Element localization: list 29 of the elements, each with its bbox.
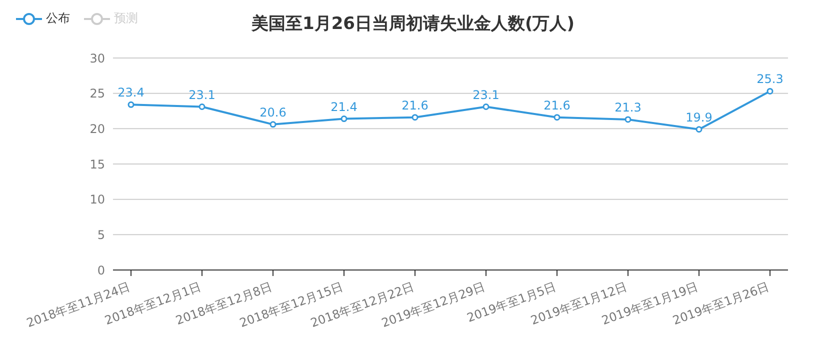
legend-label: 公布: [45, 10, 70, 27]
data-label: 20.6: [260, 105, 286, 120]
data-label: 21.6: [402, 98, 428, 112]
y-tick-label: 5: [97, 228, 105, 242]
data-label: 23.1: [188, 88, 216, 102]
point: [482, 104, 490, 110]
data-label: 21.3: [614, 100, 642, 114]
point: [198, 104, 206, 110]
data-label: 25.3: [756, 72, 784, 86]
point: [766, 88, 774, 94]
data-label: 21.6: [544, 98, 570, 112]
y-tick-label: 30: [90, 51, 105, 66]
y-tick-label: 25: [90, 86, 105, 101]
point: [128, 101, 134, 108]
point: [340, 116, 348, 122]
y-tick-label: 10: [90, 192, 105, 207]
chart-title: 美国至1月26日当周初请失业金人数(万人): [251, 14, 575, 34]
data-label: 21.4: [330, 100, 358, 114]
point: [554, 114, 560, 121]
point: [696, 126, 702, 133]
point: [624, 116, 632, 123]
point: [270, 121, 276, 128]
y-tick-label: 20: [90, 122, 105, 136]
y-tick-label: 15: [90, 157, 105, 172]
data-label: 23.4: [118, 86, 144, 100]
data-label: 23.1: [472, 88, 500, 102]
y-tick-label: 0: [97, 263, 105, 278]
point: [412, 114, 418, 121]
data-label: 19.9: [686, 110, 712, 124]
